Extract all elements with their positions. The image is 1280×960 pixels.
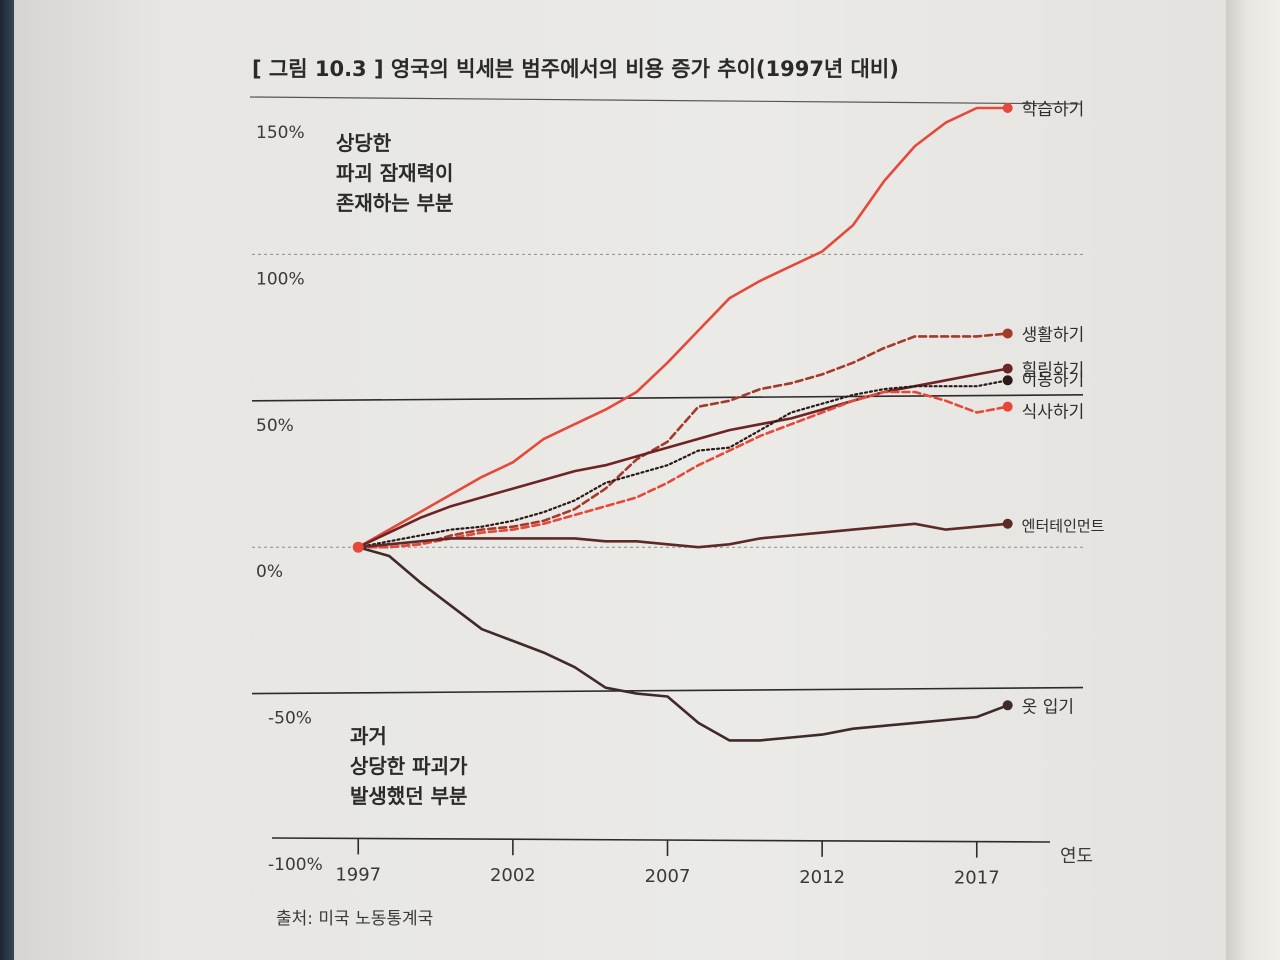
- series-end-marker-3: [1002, 375, 1013, 386]
- series-line-4: [356, 390, 1010, 549]
- series-line-5: [356, 522, 1010, 549]
- series-label-2: 힐링하기: [1022, 361, 1085, 381]
- y-tick-label-0: 0%: [256, 562, 283, 582]
- y-tick-label-100: 100%: [256, 269, 305, 289]
- series-end-marker-6: [1002, 700, 1013, 711]
- x-tick-label-2017: 2017: [954, 868, 1000, 889]
- x-tick-label-2012: 2012: [799, 867, 845, 888]
- upper-annotation-line-3: 존재하는 부분: [336, 191, 453, 215]
- book-page: [14, 0, 1254, 960]
- y-tick-label-50: 50%: [256, 416, 294, 436]
- page-edge: [1226, 0, 1280, 960]
- lower-annotation-line-3: 발생했던 부분: [350, 784, 467, 808]
- series-end-marker-0: [1002, 103, 1013, 113]
- series-line-3: [357, 379, 1009, 549]
- series-line-0: [356, 106, 1010, 549]
- lower-annotation-line-2: 상당한 파괴가: [350, 754, 468, 778]
- series-end-marker-5: [1002, 518, 1013, 529]
- series-label-0: 학습하기: [1022, 100, 1085, 120]
- y-tick-label-neg100: -100%: [268, 855, 323, 875]
- series-label-1: 생활하기: [1022, 325, 1085, 345]
- reference-line-50: [251, 394, 1084, 402]
- series-label-3: 이동하기: [1022, 370, 1085, 390]
- lower-annotation: 과거 상당한 파괴가 발생했던 부분: [350, 724, 468, 808]
- series-end-marker-2: [1002, 363, 1013, 374]
- y-tick-label-neg50: -50%: [268, 709, 312, 729]
- reference-line-neg50: [251, 686, 1084, 695]
- title-rule: [249, 96, 1083, 105]
- upper-annotation: 상당한 파괴 잠재력이 존재하는 부분: [336, 131, 453, 215]
- series-end-marker-1: [1002, 328, 1013, 339]
- series-line-1: [356, 332, 1010, 549]
- upper-annotation-line-2: 파괴 잠재력이: [336, 161, 453, 185]
- reference-lines: [251, 253, 1084, 695]
- x-tick-label-2007: 2007: [645, 866, 691, 887]
- x-tick-label-1997: 1997: [335, 864, 381, 885]
- series-line-2: [356, 367, 1010, 549]
- series-line-6: [356, 545, 1010, 742]
- lower-annotation-line-1: 과거: [350, 724, 387, 748]
- origin-marker: [352, 541, 364, 553]
- book-spine: [0, 0, 14, 960]
- x-axis-line: [271, 837, 1051, 843]
- x-axis-title: 연도: [1060, 846, 1093, 867]
- x-tick-label-2002: 2002: [490, 865, 536, 886]
- series-label-4: 식사하기: [1022, 403, 1085, 423]
- upper-annotation-line-1: 상당한: [336, 131, 392, 155]
- figure-title: [ 그림 10.3 ] 영국의 빅세븐 범주에서의 비용 증가 추이(1997년…: [252, 57, 899, 81]
- series-label-5: 엔터테인먼트: [1022, 517, 1105, 535]
- source-note: 출처: 미국 노동통계국: [276, 909, 433, 929]
- series-end-marker-4: [1002, 401, 1013, 412]
- series-label-6: 옷 입기: [1022, 697, 1074, 717]
- y-axis-tick-labels: 150% 100% 50% 0% -50% -100%: [256, 123, 323, 875]
- x-axis: 1997 2002 2007 2012 2017 연도: [271, 837, 1093, 889]
- y-tick-label-150: 150%: [256, 123, 305, 143]
